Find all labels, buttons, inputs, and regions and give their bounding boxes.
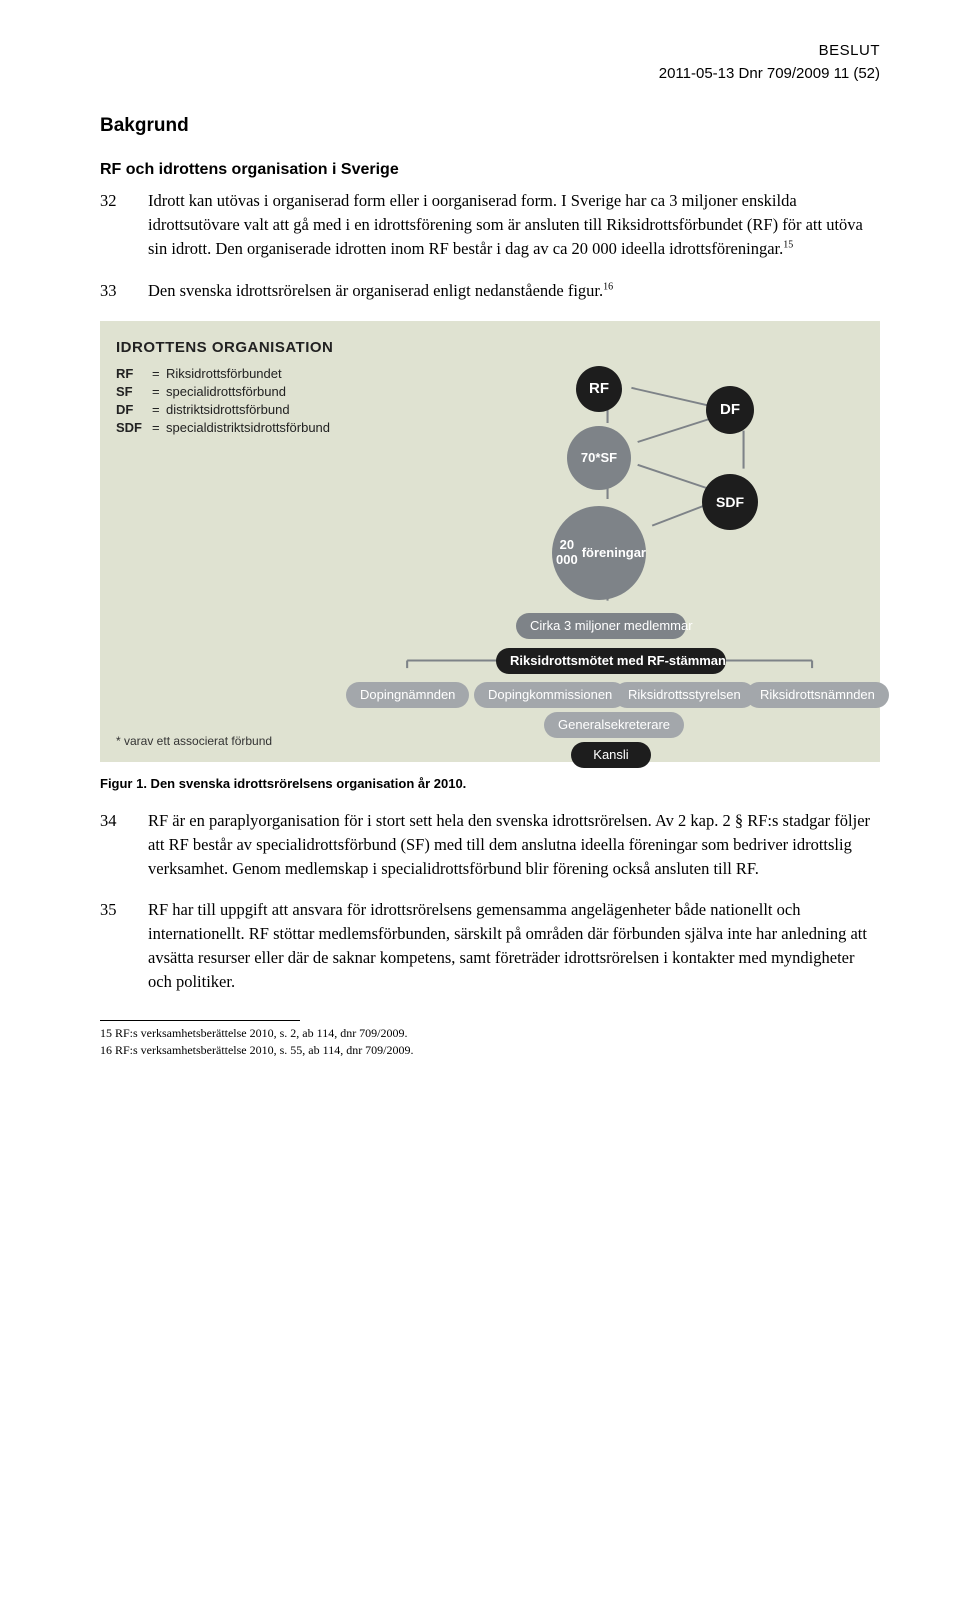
para-number: 35 <box>100 898 148 994</box>
node-foreningar: 20 000föreningar <box>552 506 646 600</box>
node-kansli: Kansli <box>571 742 651 768</box>
legend-row: SF=specialidrottsförbund <box>116 384 366 399</box>
header-beslut: BESLUT <box>100 40 880 63</box>
paragraph-35: 35 RF har till uppgift att ansvara för i… <box>100 898 880 994</box>
legend-row: DF=distriktsidrottsförbund <box>116 402 366 417</box>
node-riksidrottsstyrelsen: Riksidrottsstyrelsen <box>614 682 755 708</box>
org-diagram: IDROTTENS ORGANISATION RF=Riksidrottsför… <box>100 321 880 762</box>
legend-row: RF=Riksidrottsförbundet <box>116 366 366 381</box>
node-df: DF <box>706 386 754 434</box>
para-text: Idrott kan utövas i organiserad form ell… <box>148 189 880 261</box>
diagram-legend: RF=Riksidrottsförbundet SF=specialidrott… <box>116 366 366 746</box>
para-number: 34 <box>100 809 148 881</box>
para-number: 32 <box>100 189 148 261</box>
node-riksidrottsnamnden: Riksidrottsnämnden <box>746 682 889 708</box>
section-heading: Bakgrund <box>100 115 880 137</box>
legend-note: * varav ett associerat förbund <box>116 734 272 748</box>
para-text: Den svenska idrottsrörelsen är organiser… <box>148 279 880 303</box>
para-text: RF har till uppgift att ansvara för idro… <box>148 898 880 994</box>
header-meta: 2011-05-13 Dnr 709/2009 11 (52) <box>100 63 880 86</box>
diagram-graph: RF DF 70*SF SDF 20 000föreningar Cirka 3… <box>376 366 864 746</box>
node-sf: 70*SF <box>567 426 631 490</box>
figure-caption: Figur 1. Den svenska idrottsrörelsens or… <box>100 776 880 791</box>
para-text: RF är en paraplyorganisation för i stort… <box>148 809 880 881</box>
page-header: BESLUT 2011-05-13 Dnr 709/2009 11 (52) <box>100 40 880 85</box>
footnote-16: 16 RF:s verksamhetsberättelse 2010, s. 5… <box>100 1042 880 1059</box>
para-number: 33 <box>100 279 148 303</box>
node-generalsekreterare: Generalsekreterare <box>544 712 684 738</box>
node-dopingnamnden: Dopingnämnden <box>346 682 469 708</box>
subheading: RF och idrottens organisation i Sverige <box>100 161 880 179</box>
node-medlemmar: Cirka 3 miljoner medlemmar <box>516 613 686 639</box>
paragraph-32: 32 Idrott kan utövas i organiserad form … <box>100 189 880 261</box>
paragraph-33: 33 Den svenska idrottsrörelsen är organi… <box>100 279 880 303</box>
footnote-15: 15 RF:s verksamhetsberättelse 2010, s. 2… <box>100 1025 880 1042</box>
node-sdf: SDF <box>702 474 758 530</box>
legend-row: SDF=specialdistriktsidrottsförbund <box>116 420 366 435</box>
node-rf: RF <box>576 366 622 412</box>
node-stamma: Riksidrottsmötet med RF-stämman <box>496 648 726 674</box>
diagram-title: IDROTTENS ORGANISATION <box>116 339 864 356</box>
paragraph-34: 34 RF är en paraplyorganisation för i st… <box>100 809 880 881</box>
node-dopingkommissionen: Dopingkommissionen <box>474 682 626 708</box>
